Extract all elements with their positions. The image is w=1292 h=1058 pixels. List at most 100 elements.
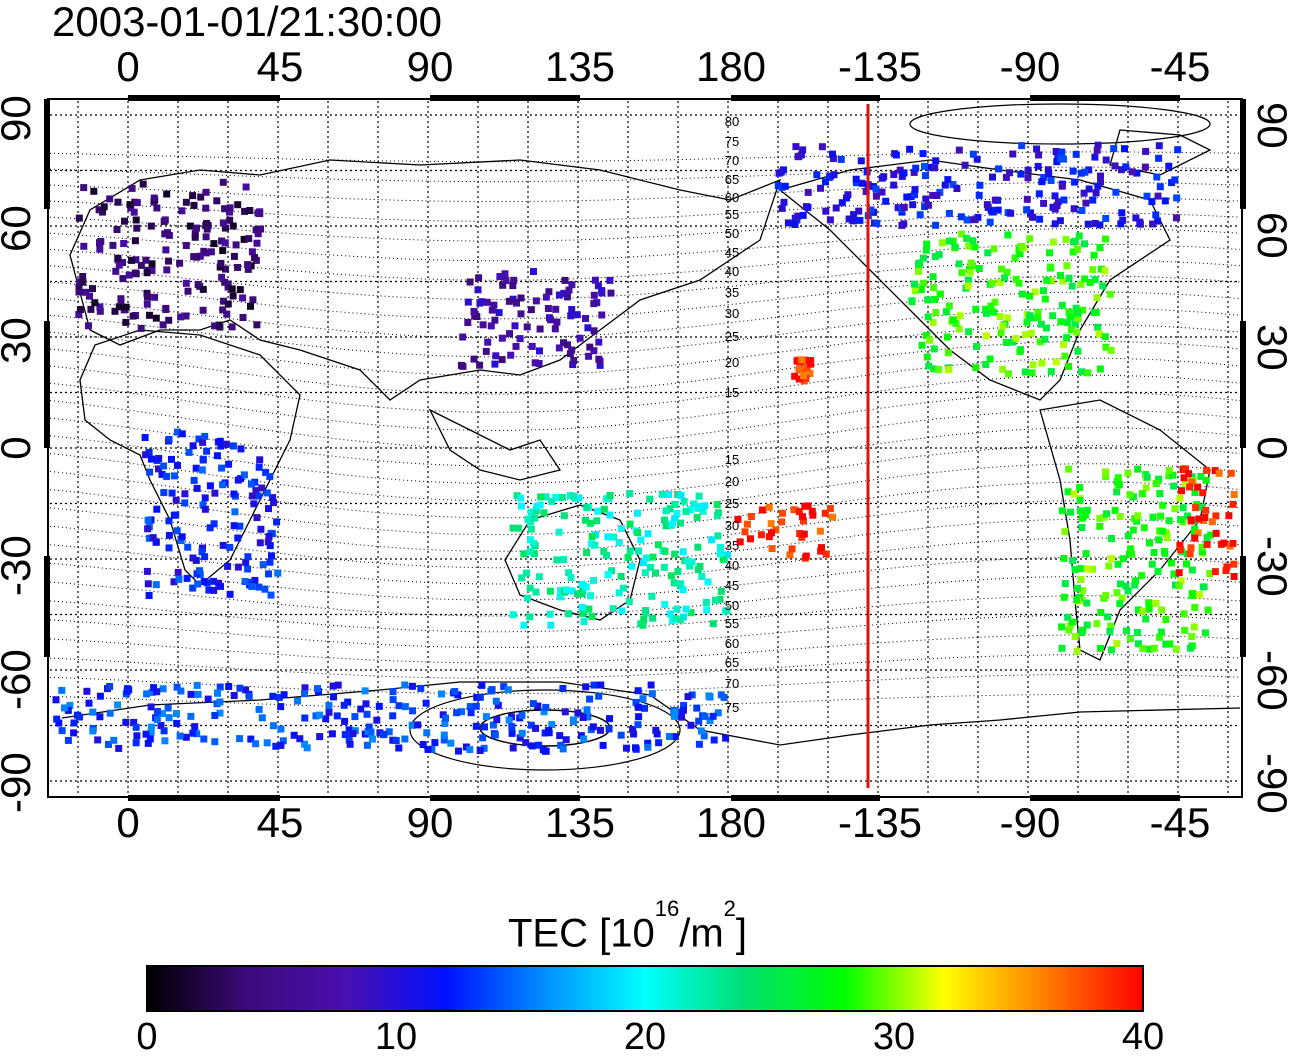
tec-point — [417, 684, 425, 692]
tec-point — [246, 207, 254, 214]
tec-point — [591, 541, 599, 549]
tec-point — [1110, 145, 1118, 153]
tec-point — [969, 150, 977, 158]
tec-point — [442, 714, 449, 722]
tec-point — [1021, 331, 1029, 339]
tec-point — [596, 361, 604, 369]
tec-point — [219, 306, 227, 314]
bottom-lon-label: 180 — [695, 799, 767, 846]
tec-point — [1002, 339, 1010, 346]
tec-point — [146, 735, 154, 743]
tec-point — [1077, 169, 1085, 177]
tec-point — [514, 524, 522, 532]
tec-point — [1080, 189, 1088, 197]
tec-point — [1058, 301, 1066, 309]
tec-point — [329, 682, 337, 690]
tec-point — [149, 534, 157, 542]
frame-tick-bars — [44, 95, 1246, 801]
tec-point — [542, 293, 550, 301]
tec-point — [1191, 525, 1199, 533]
tec-point — [1198, 503, 1206, 511]
contour-label: 70 — [725, 676, 739, 691]
tec-point — [786, 551, 794, 559]
tec-point — [133, 199, 141, 207]
tec-point — [1027, 329, 1035, 337]
tec-point — [822, 178, 829, 186]
tec-point — [684, 693, 692, 701]
tec-point — [241, 578, 249, 585]
tec-point — [1073, 647, 1081, 655]
tec-point — [734, 515, 742, 523]
tec-point — [1117, 220, 1125, 228]
tec-point — [1085, 185, 1093, 193]
tec-point — [565, 286, 573, 294]
tec-point — [268, 552, 275, 560]
tec-point — [94, 736, 102, 744]
tec-point — [234, 476, 242, 484]
frame-tick-bar-top — [128, 95, 280, 101]
tec-point — [401, 681, 409, 689]
tec-point — [540, 708, 548, 716]
tec-point — [530, 539, 538, 547]
tec-point — [1185, 470, 1193, 478]
tec-point — [129, 312, 137, 320]
contour-line — [49, 463, 1241, 519]
tec-point — [234, 563, 242, 571]
tec-point — [661, 600, 669, 608]
tec-point — [850, 211, 858, 219]
tec-point — [695, 492, 703, 500]
tec-point — [1192, 504, 1200, 512]
tec-point — [133, 732, 141, 740]
tec-point — [639, 621, 647, 629]
tec-point — [472, 702, 480, 710]
tec-point — [392, 737, 400, 744]
tec-point — [163, 472, 171, 480]
tec-point — [296, 735, 304, 743]
tec-point — [263, 739, 271, 747]
tec-point — [989, 208, 997, 216]
tec-point — [505, 297, 513, 305]
tec-point — [256, 539, 264, 547]
tec-point — [1146, 645, 1154, 653]
tec-point — [690, 500, 698, 508]
tec-point — [481, 723, 488, 731]
tec-point — [1044, 166, 1052, 174]
tec-point — [768, 545, 776, 553]
tec-point — [240, 471, 248, 479]
tec-point — [921, 162, 928, 170]
tec-point — [1111, 162, 1119, 170]
tec-point — [1107, 535, 1115, 542]
tec-point — [551, 325, 559, 333]
tec-point — [161, 230, 169, 238]
tec-point — [741, 528, 749, 536]
tec-point — [983, 201, 991, 209]
tec-point — [1202, 629, 1209, 637]
tec-point — [1015, 246, 1023, 254]
tec-point — [803, 364, 811, 372]
tec-point — [511, 322, 519, 330]
tec-point — [249, 296, 257, 304]
tec-point — [333, 712, 341, 720]
tec-point — [553, 556, 561, 564]
tec-point — [222, 440, 230, 448]
tec-point — [1069, 557, 1077, 564]
contour-line — [49, 500, 1241, 552]
tec-point — [143, 567, 151, 575]
tec-point — [1034, 309, 1042, 316]
contour-label: 15 — [725, 452, 739, 467]
tec-point — [75, 288, 83, 296]
tec-point — [261, 585, 269, 593]
tec-point — [1083, 621, 1091, 629]
tec-point — [508, 723, 516, 731]
tec-point — [567, 574, 575, 582]
tec-region-north-america — [908, 230, 1115, 378]
tec-point — [464, 319, 472, 326]
tec-point — [909, 201, 917, 209]
tec-point — [855, 207, 863, 215]
tec-point — [800, 517, 807, 525]
tec-point — [1063, 334, 1071, 342]
tec-point — [1152, 211, 1160, 219]
tec-point — [491, 360, 499, 368]
tec-point — [130, 208, 138, 216]
tec-point — [531, 359, 539, 367]
